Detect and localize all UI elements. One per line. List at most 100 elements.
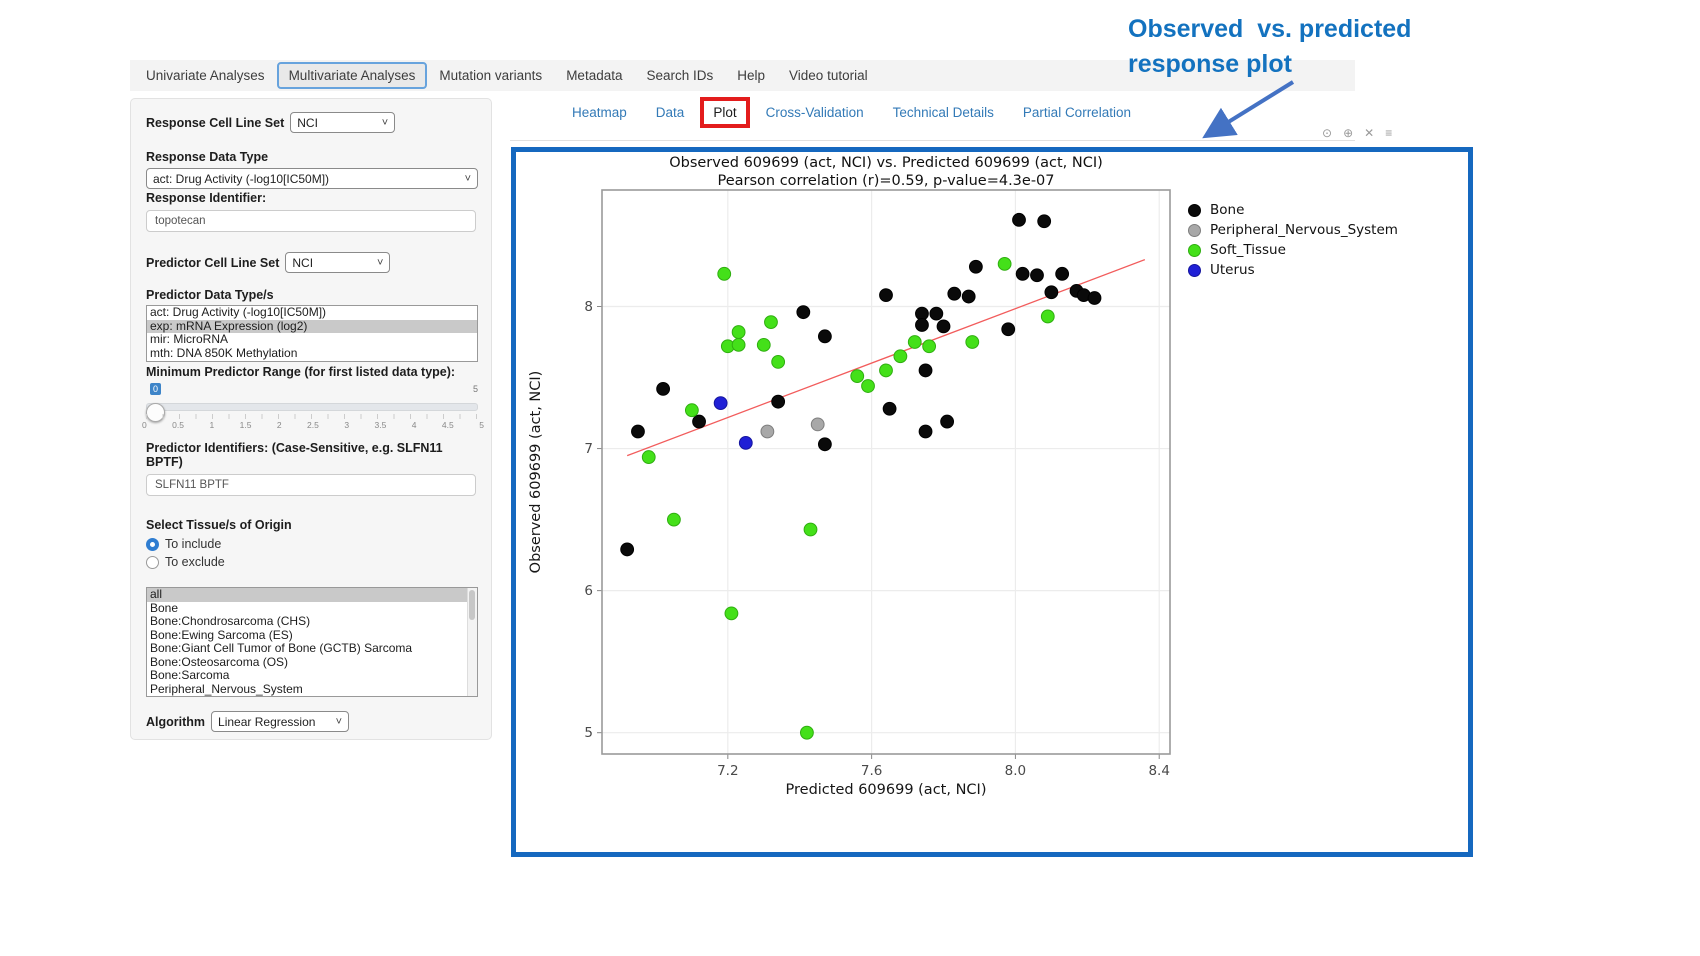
- chevron-down-icon: ˅: [376, 256, 384, 269]
- predictor-cell-line-set-select[interactable]: NCI ˅: [285, 252, 391, 273]
- tissue-origin-label: Select Tissue/s of Origin: [146, 518, 292, 532]
- list-option[interactable]: all: [147, 588, 477, 602]
- radio-to-include[interactable]: To include: [146, 537, 476, 551]
- response-cell-line-set-label: Response Cell Line Set: [146, 115, 285, 130]
- x-axis-label: Predicted 609699 (act, NCI): [786, 782, 987, 798]
- annotation-arrow-icon: [1202, 80, 1295, 139]
- radio-label: To exclude: [165, 555, 225, 569]
- plot-modebar: ⊙ ⊕ ✕ ≡: [1322, 126, 1392, 140]
- predictor-cell-line-set-label: Predictor Cell Line Set: [146, 255, 280, 270]
- response-cell-line-set-select[interactable]: NCI ˅: [290, 112, 396, 133]
- tab-data[interactable]: Data: [655, 105, 685, 120]
- tab-partial-correlation[interactable]: Partial Correlation: [1022, 105, 1131, 120]
- slider-value-badge: 0: [150, 383, 162, 395]
- nav-item-help[interactable]: Help: [737, 68, 766, 83]
- legend-item-peripheral_nervous_system[interactable]: Peripheral_Nervous_System: [1188, 220, 1398, 240]
- list-option[interactable]: Bone: [150, 600, 179, 615]
- svg-text:5: 5: [584, 725, 593, 741]
- tab-heatmap[interactable]: Heatmap: [572, 105, 627, 120]
- list-option[interactable]: mir: MicroRNA: [150, 332, 228, 346]
- svg-text:7.6: 7.6: [861, 763, 882, 779]
- min-predictor-range-slider[interactable]: 0 5 0 0.5 1 1.5 2 2.5 3 3.5 4 4.5 5: [142, 383, 484, 441]
- nav-item-mutation-variants[interactable]: Mutation variants: [439, 68, 543, 83]
- scatter-plot[interactable]: 7.2 7.6 8.0 8.4 5 6 7 8 Predicted 609699 (act, N…: [526, 182, 1206, 798]
- svg-text:6: 6: [584, 583, 593, 599]
- tab-separator: [510, 140, 1355, 141]
- predictor-identifiers-label: Predictor Identifiers: (Case-Sensitive, …: [146, 441, 443, 469]
- tab-plot[interactable]: Plot: [713, 105, 737, 120]
- zoom-icon[interactable]: ⊕: [1343, 126, 1354, 140]
- annotation-text: Observed vs. predicted response plot: [1128, 15, 1412, 78]
- plot-subtitle: Pearson correlation (r)=0.59, p-value=4.…: [717, 173, 1055, 189]
- chevron-down-icon: ˅: [464, 172, 471, 185]
- nav-item-multivariate-analyses[interactable]: Multivariate Analyses: [276, 62, 428, 89]
- list-option[interactable]: act: Drug Activity (-log10[IC50M]): [150, 305, 327, 319]
- plot-title: Observed 609699 (act, NCI) vs. Predicted…: [669, 155, 1103, 171]
- tissue-radio-group: To include To exclude: [146, 537, 476, 569]
- response-identifier-input[interactable]: topotecan: [146, 210, 476, 232]
- legend-item-bone[interactable]: Bone: [1188, 200, 1398, 220]
- slider-grid: [146, 414, 478, 419]
- legend-label: Peripheral_Nervous_System: [1210, 222, 1398, 238]
- list-option[interactable]: Bone:Sarcoma: [150, 668, 230, 682]
- slider-grid-labels: 0 0.5 1 1.5 2 2.5 3 3.5 4 4.5 5: [142, 420, 484, 430]
- list-option[interactable]: Peripheral_Nervous_System: [150, 681, 303, 696]
- list-option[interactable]: mth: DNA 850K Methylation: [150, 345, 298, 360]
- nav-item-search-ids[interactable]: Search IDs: [646, 68, 714, 83]
- radio-unselected-icon[interactable]: [146, 555, 159, 569]
- list-option[interactable]: Bone:Osteosarcoma (OS): [150, 654, 289, 669]
- legend-dot-icon: [1188, 203, 1201, 217]
- chevron-down-icon: ˅: [381, 116, 389, 129]
- algorithm-label: Algorithm: [146, 714, 206, 729]
- svg-text:8: 8: [584, 299, 593, 315]
- red-highlight-frame: Plot: [700, 97, 750, 128]
- legend-label: Bone: [1210, 202, 1245, 218]
- slider-max-label: 5: [472, 384, 478, 394]
- top-nav: Univariate Analyses Multivariate Analyses…: [130, 60, 1355, 91]
- response-data-type-select[interactable]: act: Drug Activity (-log10[IC50M]) ˅: [146, 168, 478, 189]
- nav-item-univariate-analyses[interactable]: Univariate Analyses: [146, 68, 265, 83]
- predictor-data-types-label: Predictor Data Type/s: [146, 288, 274, 302]
- radio-selected-icon[interactable]: [146, 537, 159, 551]
- y-axis-label: Observed 609699 (act, NCI): [528, 371, 544, 574]
- plot-panel: Observed 609699 (act, NCI) vs. Predicted…: [511, 147, 1473, 857]
- nav-item-metadata[interactable]: Metadata: [566, 68, 623, 83]
- legend-dot-icon: [1188, 243, 1201, 257]
- sidebar-panel: Response Cell Line Set NCI ˅ Response Dat…: [130, 98, 492, 740]
- radio-to-exclude[interactable]: To exclude: [146, 555, 476, 569]
- listbox-scrollbar[interactable]: [467, 588, 477, 696]
- legend-label: Soft_Tissue: [1210, 242, 1286, 258]
- tab-technical-details[interactable]: Technical Details: [892, 105, 994, 120]
- response-identifier-label: Response Identifier:: [146, 191, 267, 205]
- svg-text:8.0: 8.0: [1005, 763, 1026, 779]
- close-icon[interactable]: ✕: [1364, 126, 1375, 140]
- legend-dot-icon: [1188, 263, 1201, 277]
- slider-track[interactable]: [146, 403, 478, 422]
- list-option[interactable]: Bone:Chondrosarcoma (CHS): [150, 614, 311, 628]
- list-option[interactable]: Bone:Ewing Sarcoma (ES): [150, 627, 293, 642]
- autoscale-icon[interactable]: ≡: [1385, 126, 1393, 140]
- nav-item-video-tutorial[interactable]: Video tutorial: [789, 68, 868, 83]
- list-option[interactable]: Bone:Giant Cell Tumor of Bone (GCTB) Sar…: [150, 641, 413, 655]
- svg-text:7: 7: [584, 441, 593, 457]
- predictor-identifiers-input[interactable]: SLFN11 BPTF: [146, 474, 476, 496]
- tissue-listbox[interactable]: all Bone Bone:Chondrosarcoma (CHS) Bone:Ewi…: [146, 587, 478, 697]
- algorithm-select[interactable]: Linear Regression ˅: [211, 711, 350, 732]
- legend-item-uterus[interactable]: Uterus: [1188, 260, 1398, 280]
- chevron-down-icon: ˅: [335, 715, 343, 728]
- predictor-data-types-listbox[interactable]: act: Drug Activity (-log10[IC50M]) exp: m…: [146, 305, 478, 362]
- list-option[interactable]: exp: mRNA Expression (log2): [147, 319, 477, 333]
- svg-text:7.2: 7.2: [717, 763, 738, 779]
- radio-label: To include: [165, 537, 222, 551]
- camera-icon[interactable]: ⊙: [1322, 126, 1333, 140]
- min-predictor-range-label: Minimum Predictor Range (for first liste…: [146, 365, 456, 379]
- legend-label: Uterus: [1210, 262, 1255, 278]
- svg-text:8.4: 8.4: [1148, 763, 1169, 779]
- legend-dot-icon: [1188, 223, 1201, 237]
- legend-item-soft_tissue[interactable]: Soft_Tissue: [1188, 240, 1398, 260]
- content-tab-bar: Heatmap Data Plot Cross-Validation Technical…: [572, 97, 1131, 128]
- tab-cross-validation[interactable]: Cross-Validation: [765, 105, 864, 120]
- plot-legend: Bone Peripheral_Nervous_System Soft_Tissue…: [1188, 200, 1398, 280]
- response-data-type-label: Response Data Type: [146, 150, 269, 164]
